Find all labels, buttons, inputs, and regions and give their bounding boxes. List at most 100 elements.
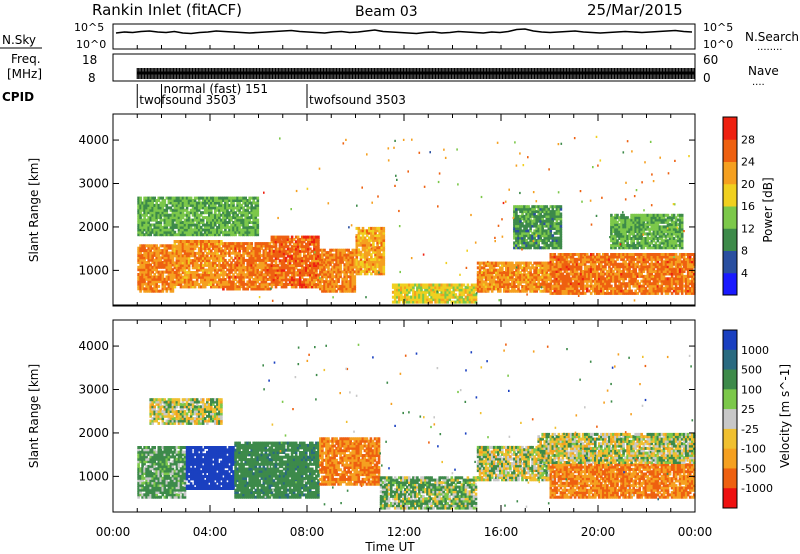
heatmap-cell xyxy=(167,196,171,200)
heatmap-cell xyxy=(351,265,355,269)
heatmap-cell xyxy=(329,272,332,276)
heatmap-cell xyxy=(563,255,567,259)
heatmap-cell xyxy=(632,257,635,261)
heatmap-cell xyxy=(175,249,179,253)
heatmap-cell xyxy=(187,199,191,202)
heatmap-cell xyxy=(335,265,338,269)
heatmap-cell xyxy=(155,213,158,217)
heatmap-cell xyxy=(256,270,260,274)
heatmap-cell xyxy=(163,277,167,281)
heatmap-cell xyxy=(311,268,314,272)
heatmap-cell xyxy=(335,255,338,259)
heatmap-cell xyxy=(372,241,375,245)
heatmap-cell xyxy=(563,253,567,256)
heatmap-cell xyxy=(480,280,484,284)
heatmap-cell xyxy=(197,283,201,286)
heatmap-cell xyxy=(589,253,593,256)
heatmap-cell xyxy=(137,280,140,284)
heatmap-cell xyxy=(606,274,609,278)
heatmap-cell xyxy=(208,271,211,274)
heatmap-cell xyxy=(565,274,569,278)
heatmap-cell xyxy=(640,287,643,290)
heatmap-cell xyxy=(155,228,158,232)
heatmap-cell xyxy=(365,272,369,276)
heatmap-cell xyxy=(380,238,383,242)
heatmap-cell xyxy=(400,293,403,297)
heatmap-cell xyxy=(151,253,154,257)
heatmap-cell xyxy=(157,270,161,274)
heatmap-cell xyxy=(693,253,696,256)
heatmap-cell xyxy=(191,285,195,289)
heatmap-cell xyxy=(151,228,154,232)
heatmap-cell xyxy=(353,275,357,279)
heatmap-cell xyxy=(327,287,330,291)
heatmap-cell xyxy=(230,280,233,284)
heatmap-cell xyxy=(290,278,294,282)
heatmap-cell xyxy=(141,280,144,284)
heatmap-cell xyxy=(484,280,488,284)
heatmap-cell xyxy=(145,225,148,229)
heatmap-cell xyxy=(622,262,625,266)
heatmap-cell xyxy=(329,280,332,284)
heatmap-cell xyxy=(313,238,316,241)
heatmap-cell xyxy=(296,242,300,246)
heatmap-cell xyxy=(376,255,379,259)
heatmap-cell xyxy=(450,290,454,294)
heatmap-cell xyxy=(569,284,573,288)
heatmap-cell xyxy=(575,289,579,293)
heatmap-cell xyxy=(232,280,235,284)
heatmap-cell xyxy=(250,268,253,272)
heatmap-cell xyxy=(616,262,619,266)
heatmap-cell xyxy=(228,282,231,286)
heatmap-cell xyxy=(195,216,199,220)
heatmap-cell xyxy=(676,265,680,269)
heatmap-cell xyxy=(240,270,243,274)
heatmap-cell xyxy=(262,268,266,272)
heatmap-cell xyxy=(525,282,528,286)
heatmap-cell xyxy=(193,225,197,229)
heatmap-cell xyxy=(507,289,510,293)
heatmap-cell xyxy=(347,287,350,291)
heatmap-cell xyxy=(644,253,648,256)
heatmap-cell xyxy=(137,261,140,264)
heatmap-cell xyxy=(161,263,165,267)
heatmap-cell xyxy=(678,262,682,266)
heatmap-cell xyxy=(185,244,189,248)
heatmap-cell xyxy=(634,282,637,286)
heatmap-cell xyxy=(193,213,197,217)
heatmap-cell xyxy=(434,290,437,294)
heatmap-cell xyxy=(201,240,205,243)
heatmap-cell xyxy=(686,265,690,269)
heatmap-cell xyxy=(189,230,193,234)
heatmap-cell xyxy=(442,300,445,304)
heatmap-cell xyxy=(169,263,173,267)
heatmap-cell xyxy=(456,285,460,289)
heatmap-cell xyxy=(567,291,571,295)
heatmap-cell xyxy=(256,280,260,284)
heatmap-cell xyxy=(161,277,165,281)
heatmap-cell xyxy=(145,218,148,222)
heatmap-cell xyxy=(577,279,581,283)
heatmap-cell xyxy=(452,293,456,297)
heatmap-cell xyxy=(260,268,264,272)
heatmap-cell xyxy=(573,270,577,273)
heatmap-cell xyxy=(268,278,272,281)
noise-left-label: N.Sky xyxy=(2,33,36,47)
heatmap-cell xyxy=(317,254,320,258)
heatmap-cell xyxy=(363,253,367,257)
heatmap-cell xyxy=(216,201,219,205)
heatmap-cell xyxy=(266,268,270,272)
heatmap-cell xyxy=(169,201,173,205)
heatmap-cell xyxy=(206,256,209,260)
heatmap-cell xyxy=(478,266,482,270)
heatmap-cell xyxy=(553,257,557,261)
heatmap-cell xyxy=(684,267,688,271)
heatmap-cell xyxy=(351,280,355,284)
heatmap-cell xyxy=(165,225,169,229)
heatmap-cell xyxy=(276,252,280,256)
heatmap-cell xyxy=(416,288,419,292)
heatmap-cell xyxy=(286,245,290,249)
heatmap-cell xyxy=(161,287,165,291)
heatmap-cell xyxy=(563,287,567,290)
heatmap-cell xyxy=(175,261,179,265)
